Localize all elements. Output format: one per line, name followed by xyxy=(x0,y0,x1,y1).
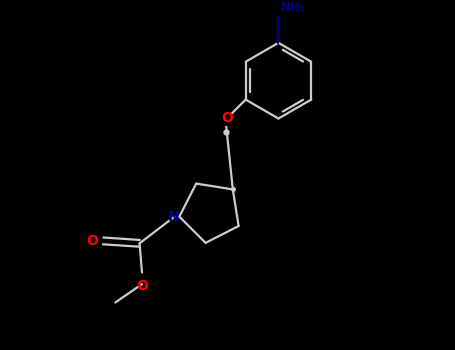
Text: O: O xyxy=(136,279,148,293)
Text: NH₂: NH₂ xyxy=(281,1,306,14)
Text: O: O xyxy=(86,234,98,248)
Text: N: N xyxy=(168,210,179,224)
Text: O: O xyxy=(221,111,233,125)
